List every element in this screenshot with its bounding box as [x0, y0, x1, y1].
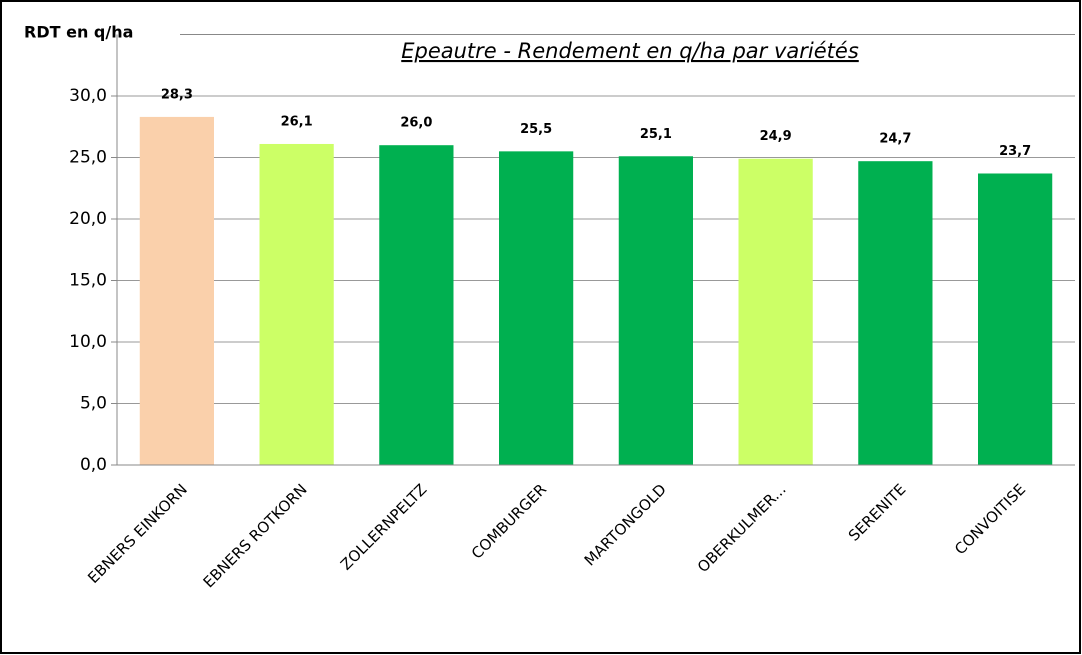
y-tick-label: 20,0 [69, 209, 107, 229]
bar [978, 173, 1053, 466]
value-label: 28,3 [161, 87, 193, 102]
y-tick-label: 15,0 [69, 271, 107, 291]
value-label: 24,9 [760, 129, 792, 144]
y-tick-label: 25,0 [69, 148, 107, 168]
y-tick-label: 0,0 [80, 455, 107, 475]
value-label: 23,7 [999, 144, 1031, 159]
value-label: 25,5 [520, 122, 552, 137]
value-label: 25,1 [640, 127, 672, 142]
chart-title: Epeautre - Rendement en q/ha par variété… [401, 39, 859, 63]
y-tick-label: 30,0 [69, 86, 107, 106]
bar [738, 158, 813, 466]
bar [499, 151, 574, 465]
bar [379, 145, 454, 465]
value-label: 26,0 [400, 116, 432, 131]
y-axis-label: RDT en q/ha [24, 23, 133, 42]
y-tick-label: 5,0 [80, 394, 107, 414]
bar [259, 143, 334, 465]
value-label: 24,7 [879, 132, 911, 147]
value-label: 26,1 [281, 114, 313, 129]
y-tick-label: 10,0 [69, 332, 107, 352]
bar [858, 161, 933, 465]
bar [139, 116, 214, 465]
bar [618, 156, 693, 465]
